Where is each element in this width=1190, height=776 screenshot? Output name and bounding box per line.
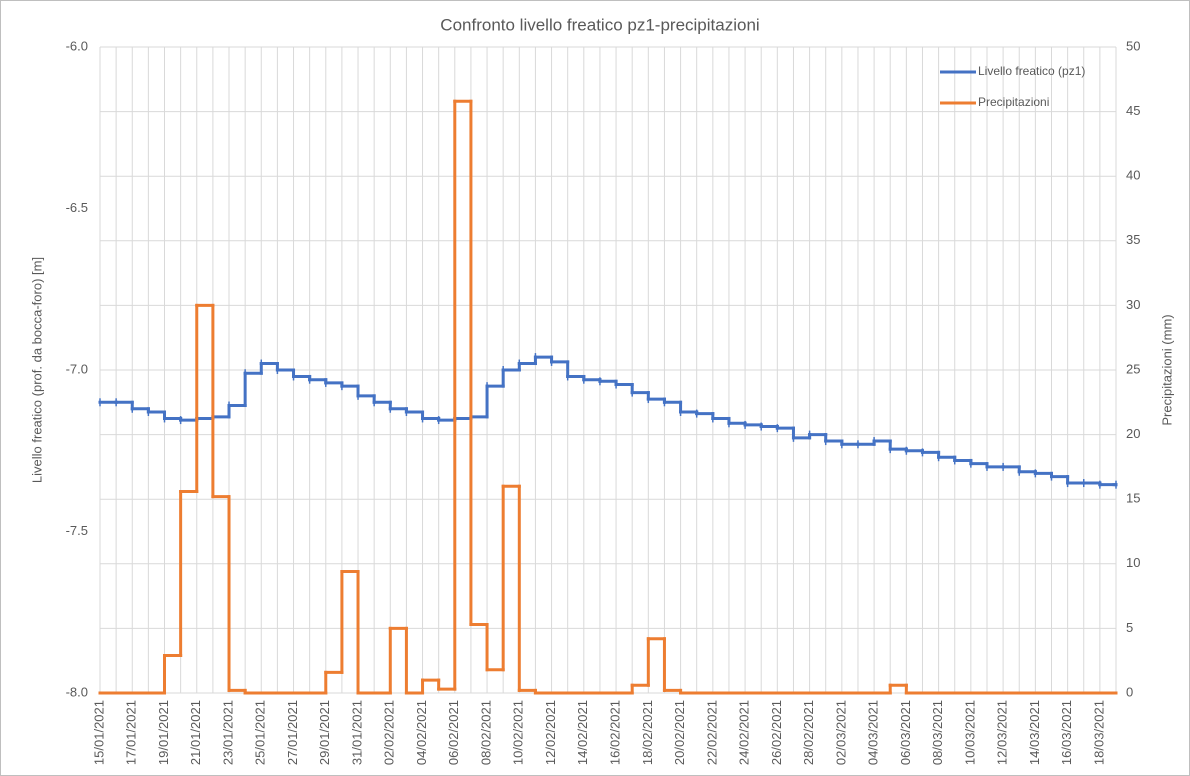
x-tick-label: 28/02/2021 xyxy=(801,700,816,765)
x-tick-label: 12/02/2021 xyxy=(543,700,558,765)
x-tick-label: 02/03/2021 xyxy=(833,700,848,765)
x-tick-label: 18/02/2021 xyxy=(640,700,655,765)
y-tick-label: -6.0 xyxy=(66,38,88,53)
x-tick-label: 16/02/2021 xyxy=(608,700,623,765)
y2-tick-label: 50 xyxy=(1126,38,1140,53)
legend-label: Livello freatico (pz1) xyxy=(978,64,1085,78)
x-tick-label: 04/03/2021 xyxy=(866,700,881,765)
x-tick-label: 24/02/2021 xyxy=(737,700,752,765)
x-tick-label: 04/02/2021 xyxy=(414,700,429,765)
x-tick-label: 12/03/2021 xyxy=(995,700,1010,765)
y-axis-title: Livello freatico (prof. da bocca-foro) [… xyxy=(29,257,44,483)
x-tick-label: 19/01/2021 xyxy=(156,700,171,765)
x-tick-label: 27/01/2021 xyxy=(285,700,300,765)
x-tick-label: 31/01/2021 xyxy=(349,700,364,765)
x-tick-label: 10/03/2021 xyxy=(962,700,977,765)
x-tick-label: 25/01/2021 xyxy=(253,700,268,765)
x-tick-label: 18/03/2021 xyxy=(1091,700,1106,765)
x-tick-label: 08/02/2021 xyxy=(478,700,493,765)
y-tick-label: -6.5 xyxy=(66,200,88,215)
y-tick-label: -8.0 xyxy=(66,684,88,699)
y2-tick-label: 25 xyxy=(1126,361,1140,376)
x-tick-label: 22/02/2021 xyxy=(704,700,719,765)
y2-tick-label: 20 xyxy=(1126,426,1140,441)
y2-tick-label: 15 xyxy=(1126,491,1140,506)
y2-tick-label: 5 xyxy=(1126,620,1133,635)
x-tick-label: 26/02/2021 xyxy=(769,700,784,765)
x-tick-label: 02/02/2021 xyxy=(382,700,397,765)
y2-tick-label: 0 xyxy=(1126,684,1133,699)
legend-label: Precipitazioni xyxy=(978,95,1049,109)
y-tick-label: -7.5 xyxy=(66,523,88,538)
x-tick-label: 29/01/2021 xyxy=(317,700,332,765)
y-tick-label: -7.0 xyxy=(66,361,88,376)
y2-tick-label: 35 xyxy=(1126,232,1140,247)
y2-tick-label: 10 xyxy=(1126,555,1140,570)
x-tick-label: 23/01/2021 xyxy=(220,700,235,765)
x-tick-label: 14/02/2021 xyxy=(575,700,590,765)
x-tick-label: 16/03/2021 xyxy=(1059,700,1074,765)
x-tick-label: 06/02/2021 xyxy=(446,700,461,765)
x-tick-label: 14/03/2021 xyxy=(1027,700,1042,765)
y2-axis-title: Precipitazioni (mm) xyxy=(1159,314,1174,425)
x-tick-label: 21/01/2021 xyxy=(188,700,203,765)
x-tick-label: 20/02/2021 xyxy=(672,700,687,765)
x-tick-label: 08/03/2021 xyxy=(930,700,945,765)
y2-tick-label: 40 xyxy=(1126,168,1140,183)
y2-tick-label: 45 xyxy=(1126,103,1140,118)
x-tick-label: 15/01/2021 xyxy=(91,700,106,765)
chart-title: Confronto livello freatico pz1-precipita… xyxy=(440,15,759,34)
x-tick-label: 10/02/2021 xyxy=(511,700,526,765)
y2-tick-label: 30 xyxy=(1126,297,1140,312)
x-tick-label: 06/03/2021 xyxy=(898,700,913,765)
x-tick-label: 17/01/2021 xyxy=(124,700,139,765)
